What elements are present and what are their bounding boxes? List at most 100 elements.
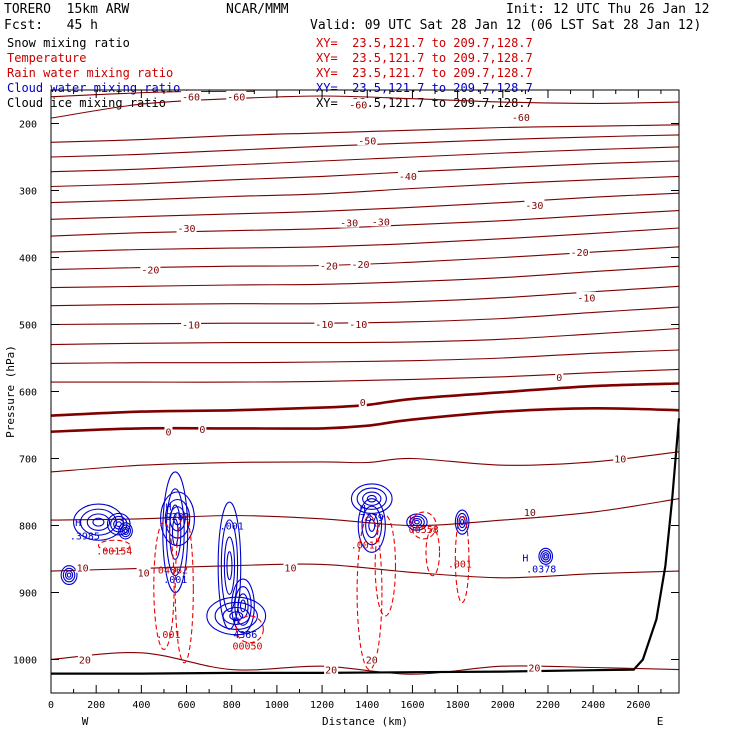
isotherm-label: -50: [358, 136, 376, 147]
isotherm-label-bg: [283, 561, 298, 573]
cloud-water-contour: [66, 572, 72, 578]
cloud-water-contour: [454, 509, 470, 535]
cloud-water-contour: [217, 501, 242, 630]
x-tick-label: 2400: [581, 700, 605, 711]
isotherm-label: 10: [138, 568, 150, 579]
cloud-water-contour: [366, 494, 377, 503]
cloud-water-contour: [361, 505, 383, 546]
field-label: .001: [156, 630, 180, 641]
isotherm-line: [51, 210, 679, 237]
cloud-water-contour: [460, 518, 465, 526]
isotherm-label-bg: [350, 258, 371, 270]
isotherm-line: [51, 382, 679, 417]
cloud-water-contour: [414, 519, 420, 525]
isotherm-label-bg: [339, 216, 360, 228]
x-tick-label: 1200: [310, 700, 334, 711]
west-endpoint-label: W: [82, 715, 89, 728]
model-title: TORERO 15km ARW: [4, 2, 130, 17]
isotherm-label: 10: [524, 508, 536, 519]
cloud-water-contour: [73, 503, 124, 541]
rain-water-contour: [235, 615, 264, 644]
isotherm-label: -30: [340, 219, 358, 230]
cloud-water-contour: [92, 517, 105, 527]
cloud-water-contour: [60, 565, 78, 586]
rain-water-contour: [97, 539, 131, 552]
x-tick-label: 400: [132, 700, 150, 711]
field-label: 4366: [233, 630, 257, 641]
isotherm-line: [51, 90, 255, 98]
isotherm-label: -60: [227, 93, 245, 104]
isotherm-label: -10: [577, 294, 595, 305]
isotherm-line: [51, 265, 679, 289]
y-axis-label: Pressure (hPa): [4, 345, 17, 438]
isotherm-label-bg: [370, 215, 391, 227]
rain-water-contour: [356, 514, 383, 671]
isotherm-label-bg: [324, 663, 339, 675]
isotherm-label-bg: [397, 169, 418, 181]
org-label: NCAR/MMM: [226, 2, 289, 17]
isotherm-label-bg: [613, 452, 628, 464]
x-tick-label: 1600: [400, 700, 424, 711]
isotherm-label: -10: [315, 320, 333, 331]
cloud-water-contour: [121, 526, 130, 536]
isotherm-label: 20: [325, 666, 337, 677]
field-label: .00154: [96, 546, 132, 557]
cloud-water-contour: [169, 506, 186, 532]
isotherm-label-bg: [181, 318, 202, 330]
cloud-water-contour: [62, 567, 76, 583]
isotherm-label-bg: [198, 423, 207, 435]
east-endpoint-label: E: [657, 715, 664, 728]
isotherm-line: [51, 227, 679, 253]
isotherm-label-bg: [348, 317, 369, 329]
cloud-water-contour: [411, 517, 423, 527]
y-tick-label: 300: [19, 187, 37, 198]
isotherm-label-bg: [164, 425, 173, 437]
legend-xy: XY= 23.5,121.7 to 209.7,128.7: [316, 66, 533, 80]
cloud-water-layer: [60, 471, 554, 636]
isotherm-label-bg: [555, 370, 564, 382]
isotherm-line: [51, 124, 679, 143]
isotherm-label-bg: [510, 110, 531, 122]
y-tick-label: 400: [19, 254, 37, 265]
isotherm-label-bg: [140, 263, 161, 275]
isotherm-label: 0: [199, 425, 205, 436]
isotherm-label-bg: [75, 561, 90, 573]
isotherm-label: 10: [284, 564, 296, 575]
isotherm-line: [51, 192, 679, 220]
isotherm-label: -60: [349, 101, 367, 112]
x-axis-label: Distance (km): [322, 715, 408, 728]
cloud-water-contour: [538, 547, 554, 565]
forecast-label: Fcst: 45 h: [4, 18, 98, 33]
isotherm-label: 20: [366, 656, 378, 667]
cloud-water-contour: [118, 522, 133, 540]
cloud-water-contour: [120, 524, 131, 538]
init-label: Init: 12 UTC Thu 26 Jan 12: [506, 2, 710, 17]
rain-water-contour: [425, 528, 441, 577]
cloud-water-contour: [226, 551, 233, 581]
field-label: .0378: [526, 564, 556, 575]
legend-label: Temperature: [7, 51, 87, 65]
isotherm-line: [51, 327, 679, 346]
x-tick-label: 200: [87, 700, 105, 711]
cloud-water-contour: [456, 512, 468, 532]
field-label: .001: [220, 522, 244, 533]
labels-layer: -60 -60 -60 -60 -50 -40 -30 -30 -30 -30 -20 -20 -20 -…: [70, 90, 628, 677]
isotherm-line: [51, 175, 679, 204]
x-tick-label: 2200: [536, 700, 560, 711]
cloud-water-contour: [237, 593, 249, 619]
y-tick-label: 600: [19, 388, 37, 399]
terrain-layer: [51, 418, 681, 675]
cloud-water-contour: [542, 552, 550, 561]
isotherm-line: [51, 160, 679, 188]
isotherm-label-bg: [357, 134, 378, 146]
legend-xy: XY= 23.5,121.7 to 209.7,128.7: [316, 96, 533, 110]
rain-water-contour: [410, 511, 437, 540]
isotherm-label: 20: [79, 656, 91, 667]
x-tick-label: 1800: [446, 700, 470, 711]
x-tick-label: 800: [223, 700, 241, 711]
cloud-water-contour: [234, 586, 252, 626]
field-label: H: [360, 504, 366, 515]
field-label: H: [409, 515, 415, 526]
